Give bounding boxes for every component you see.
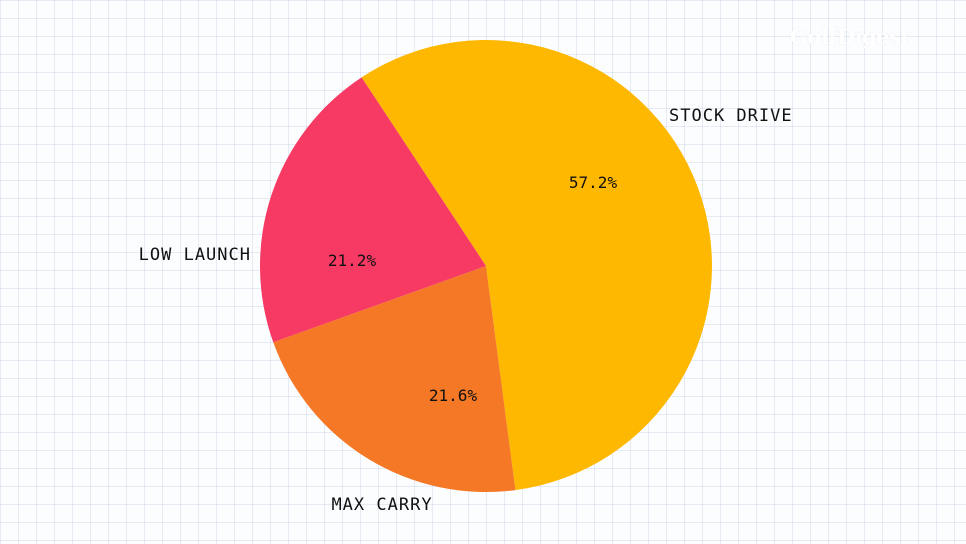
- golf-digest-logo: GolfDigest: [790, 24, 910, 49]
- pie-slice-stock-drive: [361, 40, 712, 491]
- slice-percent-stock-drive: 57.2%: [569, 173, 618, 192]
- slice-percent-low-launch: 21.2%: [328, 251, 377, 270]
- slice-label-stock-drive: STOCK DRIVE: [669, 106, 793, 126]
- slice-percent-max-carry: 21.6%: [429, 386, 478, 405]
- pie-slice-max-carry: [273, 266, 516, 493]
- pie-slice-low-launch: [259, 77, 486, 343]
- slice-label-low-launch: LOW LAUNCH: [139, 245, 251, 265]
- slice-label-max-carry: MAX CARRY: [331, 495, 432, 515]
